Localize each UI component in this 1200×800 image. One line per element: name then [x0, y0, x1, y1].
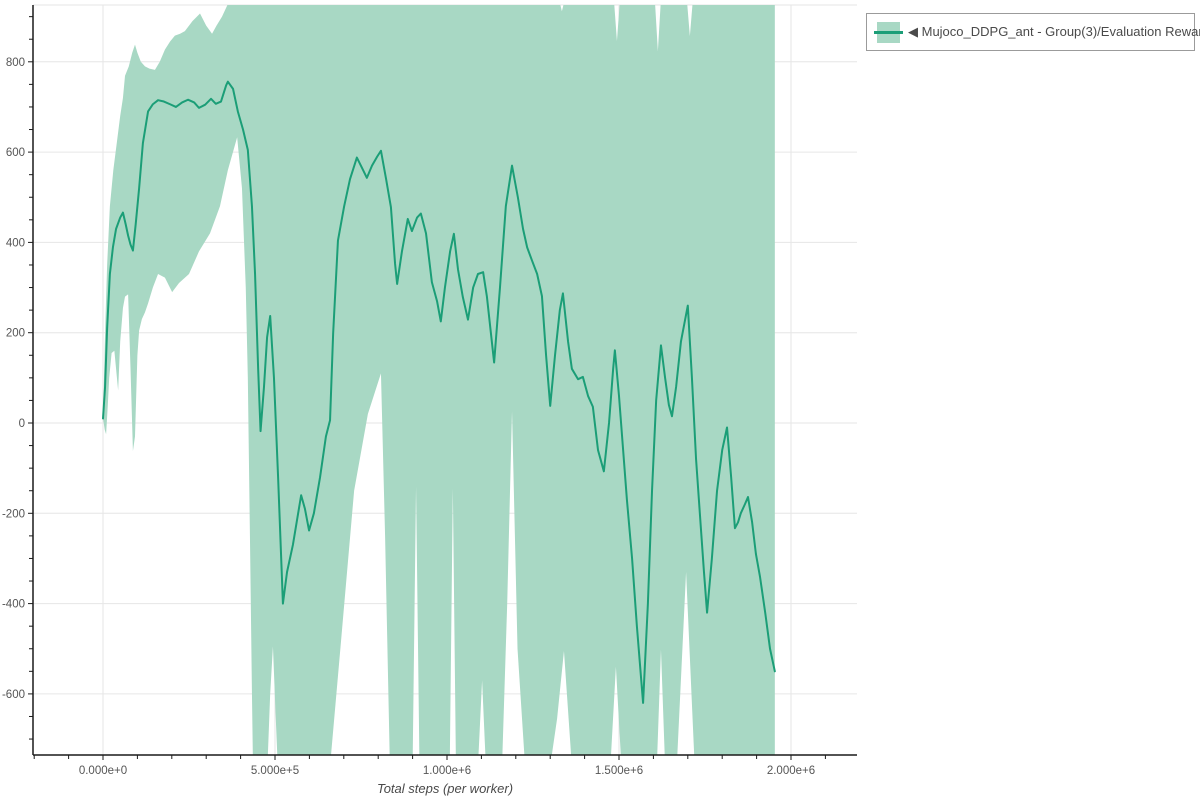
y-tick-label: -600 [2, 689, 25, 701]
legend-series-label: ◀ Mujoco_DDPG_ant - Group(3)/Evaluation … [908, 24, 1200, 39]
x-axis-title: Total steps (per worker) [376, 781, 514, 796]
legend-series-swatch [874, 21, 903, 43]
y-tick-label: -400 [2, 599, 25, 611]
y-tick-label: -200 [2, 508, 25, 520]
legend-line-swatch [874, 30, 903, 34]
x-tick-label: 0.000e+0 [79, 765, 127, 777]
y-tick-label: 0 [19, 418, 25, 430]
x-tick-label: 1.500e+6 [595, 765, 643, 777]
x-tick-label: 5.000e+5 [251, 765, 299, 777]
y-tick-label: 800 [6, 57, 25, 69]
confidence-band [103, 5, 775, 755]
x-tick-label: 2.000e+6 [767, 765, 815, 777]
y-tick-label: 600 [6, 147, 25, 159]
mean-reward-line [102, 80, 776, 704]
y-tick-label: 400 [6, 237, 25, 249]
x-tick-label: 1.000e+6 [423, 765, 471, 777]
y-tick-label: 200 [6, 328, 25, 340]
legend-item[interactable]: ◀ Mujoco_DDPG_ant - Group(3)/Evaluation … [866, 13, 1200, 51]
